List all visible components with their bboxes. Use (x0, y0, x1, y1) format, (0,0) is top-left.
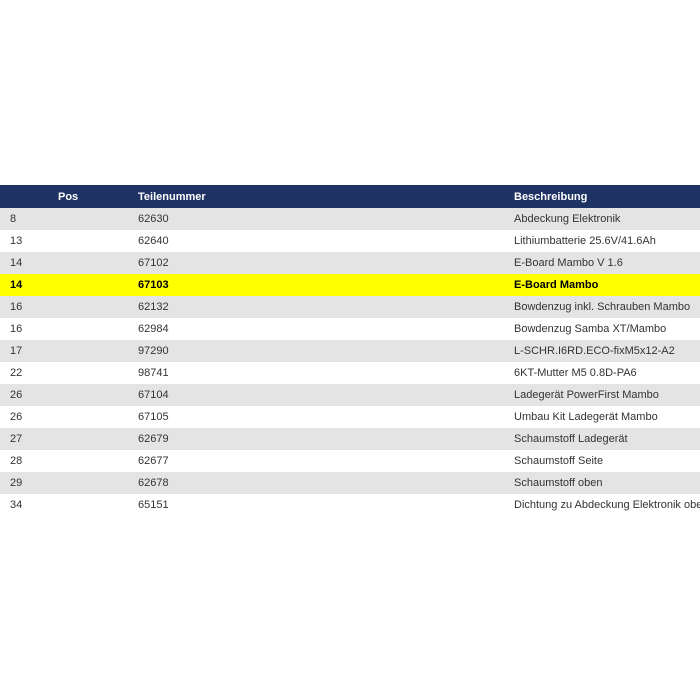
cell-pos: 26 (10, 411, 23, 423)
cell-teilenummer: 67103 (138, 279, 169, 291)
cell-teilenummer: 65151 (138, 499, 169, 511)
parts-table-container: Pos Teilenummer Beschreibung 8 62630 Abdec… (0, 185, 700, 516)
table-row[interactable]: 28 62677 Schaumstoff Seite (0, 450, 700, 472)
cell-pos: 16 (10, 323, 23, 335)
table-row[interactable]: 13 62640 Lithiumbatterie 25.6V/41.6Ah (0, 230, 700, 252)
cell-teilenummer: 62630 (138, 213, 169, 225)
cell-teilenummer: 67104 (138, 389, 169, 401)
cell-beschreibung: Bowdenzug Samba XT/Mambo (514, 323, 667, 335)
table-row[interactable]: 26 67104 Ladegerät PowerFirst Mambo (0, 384, 700, 406)
cell-pos: 16 (10, 301, 23, 313)
cell-teilenummer: 62984 (138, 323, 169, 335)
cell-teilenummer: 62640 (138, 235, 169, 247)
cell-pos: 14 (10, 279, 23, 291)
cell-teilenummer: 67102 (138, 257, 169, 269)
cell-pos: 26 (10, 389, 23, 401)
cell-beschreibung: Schaumstoff Ladegerät (514, 433, 628, 445)
column-header-beschreibung[interactable]: Beschreibung (514, 190, 588, 203)
cell-teilenummer: 62678 (138, 477, 169, 489)
cell-beschreibung: Lithiumbatterie 25.6V/41.6Ah (514, 235, 656, 247)
cell-beschreibung: Abdeckung Elektronik (514, 213, 621, 225)
cell-pos: 34 (10, 499, 23, 511)
cell-pos: 29 (10, 477, 23, 489)
cell-teilenummer: 97290 (138, 345, 169, 357)
cell-beschreibung: L-SCHR.I6RD.ECO-fixM5x12-A2 (514, 345, 675, 357)
cell-beschreibung: 6KT-Mutter M5 0.8D-PA6 (514, 367, 637, 379)
column-header-pos[interactable]: Pos (58, 190, 79, 203)
table-body: 8 62630 Abdeckung Elektronik 13 62640 Lithium… (0, 208, 700, 516)
cell-beschreibung: E-Board Mambo (514, 279, 599, 291)
cell-pos: 17 (10, 345, 23, 357)
table-head: Pos Teilenummer Beschreibung (0, 185, 700, 208)
table-row[interactable]: 34 65151 Dichtung zu Abdeckung Elektronik … (0, 494, 700, 516)
cell-teilenummer: 62679 (138, 433, 169, 445)
cell-pos: 22 (10, 367, 23, 379)
cell-beschreibung: Schaumstoff Seite (514, 455, 604, 467)
cell-teilenummer: 67105 (138, 411, 169, 423)
cell-teilenummer: 98741 (138, 367, 169, 379)
table-header-row: Pos Teilenummer Beschreibung (0, 185, 700, 208)
table-row[interactable]: 14 67103 E-Board Mambo (0, 274, 700, 296)
cell-pos: 8 (10, 213, 17, 225)
cell-pos: 27 (10, 433, 23, 445)
table-row[interactable]: 8 62630 Abdeckung Elektronik (0, 208, 700, 230)
column-header-teilenummer[interactable]: Teilenummer (138, 190, 206, 203)
cell-pos: 14 (10, 257, 23, 269)
table-row[interactable]: 16 62984 Bowdenzug Samba XT/Mambo (0, 318, 700, 340)
cell-pos: 13 (10, 235, 23, 247)
cell-beschreibung: Bowdenzug inkl. Schrauben Mambo (514, 301, 691, 313)
table-row[interactable]: 26 67105 Umbau Kit Ladegerät Mambo (0, 406, 700, 428)
table-row[interactable]: 22 98741 6KT-Mutter M5 0.8D-PA6 (0, 362, 700, 384)
cell-teilenummer: 62677 (138, 455, 169, 467)
cell-teilenummer: 62132 (138, 301, 169, 313)
parts-table: Pos Teilenummer Beschreibung 8 62630 Abdec… (0, 185, 700, 516)
table-row[interactable]: 17 97290 L-SCHR.I6RD.ECO-fixM5x12-A2 (0, 340, 700, 362)
cell-beschreibung: Ladegerät PowerFirst Mambo (514, 389, 659, 401)
cell-beschreibung: Schaumstoff oben (514, 477, 603, 489)
cell-beschreibung: Umbau Kit Ladegerät Mambo (514, 411, 658, 423)
table-row[interactable]: 14 67102 E-Board Mambo V 1.6 (0, 252, 700, 274)
table-row[interactable]: 16 62132 Bowdenzug inkl. Schrauben Mambo (0, 296, 700, 318)
table-row[interactable]: 27 62679 Schaumstoff Ladegerät (0, 428, 700, 450)
cell-beschreibung: Dichtung zu Abdeckung Elektronik oben (514, 499, 700, 511)
cell-pos: 28 (10, 455, 23, 467)
cell-beschreibung: E-Board Mambo V 1.6 (514, 257, 623, 269)
table-row[interactable]: 29 62678 Schaumstoff oben (0, 472, 700, 494)
